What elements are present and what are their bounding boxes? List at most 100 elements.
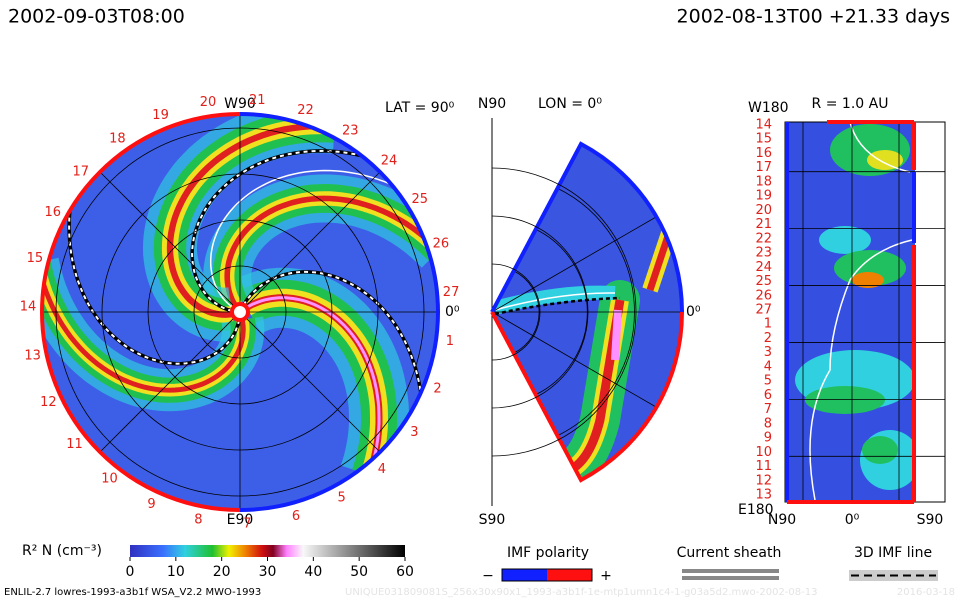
- rotation-label: 24: [381, 154, 398, 169]
- row-label: 22: [755, 231, 772, 246]
- current-sheath-title: Current sheath: [677, 545, 782, 561]
- radial-grid: [785, 122, 945, 502]
- rotation-label: 6: [292, 509, 300, 524]
- row-label: 18: [755, 174, 772, 189]
- e90-label: E90: [227, 512, 254, 528]
- polar-edge-positive: [239, 112, 440, 512]
- rotation-label: 8: [194, 512, 202, 527]
- row-label: 20: [755, 203, 772, 218]
- colorbar-label: R² N (cm⁻³): [22, 543, 102, 559]
- row-label: 17: [755, 160, 772, 175]
- row-label: 1: [764, 317, 772, 332]
- colorbar: [130, 545, 405, 557]
- rotation-label: 21: [249, 93, 266, 108]
- rotation-label: 14: [20, 300, 37, 315]
- n90-bottom-label: N90: [768, 512, 796, 528]
- s90-bottom-label: S90: [917, 512, 944, 528]
- polarity-frame: [501, 568, 593, 582]
- rotation-label: 5: [338, 491, 346, 506]
- row-label: 26: [755, 288, 772, 303]
- colorbar-tick-label: 30: [259, 564, 277, 580]
- rotation-label: 4: [378, 462, 386, 477]
- rotation-label: 16: [45, 205, 62, 220]
- row-label: 2: [764, 331, 772, 346]
- arm-peak: [245, 296, 381, 476]
- row-label: 8: [764, 416, 772, 431]
- row-label: 23: [755, 246, 772, 261]
- polar-edge-negative: [40, 112, 241, 512]
- rotation-label: 12: [40, 395, 57, 410]
- run-date: 2016-03-18: [897, 587, 955, 598]
- row-label: 10: [755, 445, 772, 460]
- zero-bottom-label: 0⁰: [845, 512, 860, 528]
- lon-label: LON = 0⁰: [538, 96, 602, 112]
- zero-label: 0⁰: [445, 304, 460, 320]
- row-label: 9: [764, 431, 772, 446]
- arm-red: [166, 122, 335, 318]
- row-label: 15: [755, 132, 772, 147]
- rotation-label: 26: [433, 237, 450, 252]
- rotation-label: 20: [200, 95, 217, 110]
- radial-title: R = 1.0 AU: [812, 96, 889, 112]
- rotation-label: 10: [101, 472, 118, 487]
- sun: [230, 302, 250, 322]
- e180-label: E180: [738, 502, 774, 518]
- imf-line: [242, 270, 424, 412]
- rotation-label: 15: [27, 251, 44, 266]
- imf-line: [191, 149, 386, 312]
- radial-density: [795, 122, 915, 501]
- rotation-label: 27: [443, 285, 460, 300]
- current-sheath: [209, 169, 413, 309]
- row-label: 4: [764, 359, 772, 374]
- imf-polarity-title: IMF polarity: [507, 545, 589, 561]
- rotation-label: 18: [109, 132, 126, 147]
- colorbar-tick-label: 60: [396, 564, 414, 580]
- polarity-positive: [547, 569, 592, 581]
- meridional-zero-label: 0⁰: [686, 304, 701, 320]
- density-arms: [42, 114, 438, 485]
- colorbar-tick-label: 40: [304, 564, 322, 580]
- right-timestamp: 2002-08-13T00 +21.33 days: [677, 6, 950, 28]
- rotation-label: 2: [433, 382, 441, 397]
- w180-label: W180: [748, 100, 789, 116]
- row-label: 7: [764, 402, 772, 417]
- plus-label: +: [600, 568, 612, 584]
- colorbar-tick-label: 0: [126, 564, 135, 580]
- rotation-label: 7: [243, 516, 251, 531]
- w90-label: W90: [224, 96, 256, 112]
- model-label: ENLIL-2.7 lowres-1993-a3b1f WSA_V2.2 MWO…: [4, 587, 261, 598]
- rotation-label: 22: [297, 103, 314, 118]
- imf-line: [68, 187, 241, 365]
- arm-red: [224, 195, 438, 307]
- rotation-label: 25: [412, 192, 429, 207]
- radial-panel: R = 1.0 AU W180 E180 N90 0⁰ S90: [738, 96, 946, 528]
- row-label: 11: [755, 459, 772, 474]
- run-id: UNIQUE031809081S_256x30x90x1_1993-a3b1f-…: [345, 587, 817, 598]
- row-label: 12: [755, 473, 772, 488]
- rotation-label: 17: [73, 164, 90, 179]
- s90-label: S90: [479, 512, 506, 528]
- row-label: 14: [755, 118, 772, 133]
- current-sheath-line: [682, 576, 779, 580]
- imf-line-title: 3D IMF line: [854, 545, 932, 561]
- rotation-label: 19: [152, 108, 169, 123]
- row-label: 5: [764, 374, 772, 389]
- colorbar-tick-label: 10: [167, 564, 185, 580]
- rotation-label: 11: [66, 437, 83, 452]
- current-sheath-line: [682, 569, 779, 573]
- colorbar-tick-label: 50: [350, 564, 368, 580]
- row-label: 13: [755, 488, 772, 503]
- row-label: 25: [755, 274, 772, 289]
- rotation-label: 13: [24, 349, 41, 364]
- minus-label: −: [482, 568, 494, 584]
- rotation-label: 9: [147, 497, 155, 512]
- row-label: 16: [755, 146, 772, 161]
- polarity-negative: [502, 569, 547, 581]
- row-label: 6: [764, 388, 772, 403]
- colorbar-tick-label: 20: [213, 564, 231, 580]
- arm-red: [42, 261, 246, 393]
- row-label: 19: [755, 189, 772, 204]
- row-label: 27: [755, 303, 772, 318]
- row-label: 21: [755, 217, 772, 232]
